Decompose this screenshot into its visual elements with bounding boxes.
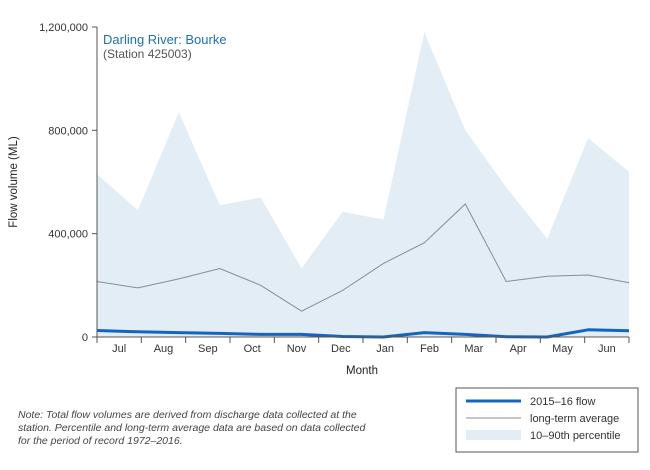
- x-ticks: Jul Aug Sep Oct Nov Dec Jan Feb Mar Apr May Jun: [96, 337, 630, 355]
- x-tick-label: Feb: [420, 343, 439, 355]
- x-axis-label: Month: [346, 365, 378, 377]
- x-tick-label: Sep: [198, 343, 218, 355]
- chart-title: Darling River: Bourke: [103, 32, 227, 47]
- x-tick-label: Aug: [154, 343, 174, 355]
- y-tick-label: 400,000: [48, 229, 88, 241]
- legend-average-label: long-term average: [530, 413, 619, 425]
- legend-band-label: 10–90th percentile: [530, 430, 621, 442]
- percentile-band-layer: [97, 32, 629, 337]
- x-tick-label: Dec: [331, 343, 351, 355]
- x-tick-label: Jun: [598, 343, 616, 355]
- x-tick-label: Jan: [376, 343, 394, 355]
- y-tick-label: 1,200,000: [39, 22, 88, 34]
- chart-subtitle: (Station 425003): [103, 47, 192, 61]
- y-tick-label: 800,000: [48, 125, 88, 137]
- long-term-average-line: [96, 203, 630, 312]
- x-tick-label: Nov: [287, 343, 307, 355]
- y-tick-label: 0: [82, 332, 88, 344]
- percentile-band: [97, 32, 629, 337]
- x-tick-label: Apr: [510, 343, 527, 355]
- y-ticks: 0 400,000 800,000 1,200,000: [39, 22, 97, 344]
- legend-flow-label: 2015–16 flow: [530, 396, 595, 408]
- legend: 2015–16 flow long-term average 10–90th p…: [455, 387, 639, 453]
- x-tick-label: Mar: [464, 343, 483, 355]
- legend-band-swatch: [466, 430, 521, 440]
- x-tick-label: Jul: [112, 343, 126, 355]
- y-axis-label: Flow volume (ML): [8, 136, 20, 228]
- legend-box: [455, 387, 639, 453]
- footnote: Note: Total flow volumes are derived fro…: [18, 409, 366, 447]
- average-line-layer: [96, 203, 630, 312]
- x-tick-label: Oct: [244, 343, 261, 355]
- x-tick-label: May: [552, 343, 573, 355]
